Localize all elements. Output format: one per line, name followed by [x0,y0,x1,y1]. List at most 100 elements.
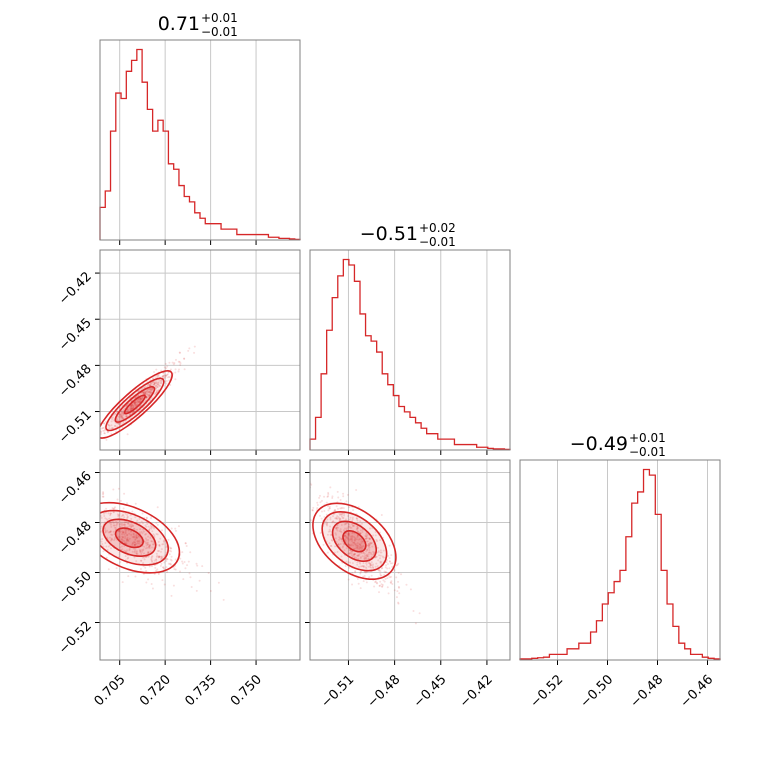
sample-point [326,518,329,521]
sample-point [120,413,123,416]
sample-point [367,544,370,547]
sample-point [131,510,134,513]
sample-point [151,383,154,386]
sample-point [132,540,135,543]
sample-point [105,556,108,559]
sample-point [133,528,136,531]
sample-point [147,555,150,558]
sample-point [81,515,83,517]
sample-point [71,519,73,521]
sample-point [359,546,362,549]
sample-point [361,531,364,534]
sample-point [368,542,371,545]
sample-point [173,568,176,571]
sample-point [369,551,372,554]
sample-point [150,557,153,560]
sample-point [118,523,121,526]
sample-point [95,486,97,488]
sample-point [116,410,119,413]
sample-point [311,508,314,511]
sample-point [167,375,170,378]
sample-point [343,534,346,537]
sample-point [362,565,365,568]
sample-point [145,544,148,547]
sample-point [170,547,173,550]
sample-point [135,551,138,554]
sample-point [71,525,73,527]
sample-point [331,515,334,518]
sample-point [347,538,350,541]
sample-point [95,548,97,550]
sample-point [140,520,143,523]
sample-point [174,529,177,532]
sample-point [104,517,107,520]
sample-point [134,541,137,544]
title-param-0: 0.71 +0.01 −0.01 [158,11,238,39]
sample-point [319,531,322,534]
sample-point [357,545,360,548]
sample-point [115,520,118,523]
sample-point [115,418,118,421]
sample-point [101,427,104,430]
sample-point [331,497,334,500]
sample-point [339,507,342,510]
sample-point [132,405,135,408]
sample-point [343,512,346,515]
sample-point [325,522,328,525]
sample-point [94,503,96,505]
sample-point [196,564,199,567]
sample-point [147,551,150,554]
sample-point [104,530,107,533]
sample-point [382,579,385,582]
sample-point [150,565,153,568]
sample-point [130,525,133,528]
sample-point [142,392,145,395]
sample-point [351,538,354,541]
sample-point [397,571,400,574]
sample-point [115,411,118,414]
x-tick-label: −0.42 [457,672,496,711]
sample-point [155,558,158,561]
sample-point [110,417,113,420]
sample-point [104,542,107,545]
sample-point [118,551,121,554]
sample-point [141,396,144,399]
sample-point [357,530,360,533]
sample-point [345,535,348,538]
sample-point [351,535,354,538]
sample-point [88,541,90,543]
sample-point [128,537,131,540]
sample-point [158,549,161,552]
sample-point [135,560,138,563]
sample-point [181,562,184,565]
sample-point [348,544,351,547]
sample-point [365,562,368,565]
sample-point [169,376,172,379]
sample-point [349,538,352,541]
sample-point [333,509,336,512]
sample-point [376,582,379,585]
sample-point [352,553,355,556]
sample-point [145,569,148,572]
sample-point [357,554,360,557]
sample-point [133,551,136,554]
sample-point [366,540,369,543]
contour-level [342,530,367,553]
sample-point [331,539,334,542]
sample-point [160,369,163,372]
sample-point [384,571,387,574]
sample-point [132,406,135,409]
sample-point [333,509,336,512]
sample-point [155,522,158,525]
sample-point [153,559,156,562]
sample-point [163,375,166,378]
sample-point [414,622,417,625]
sample-point [355,546,358,549]
sample-point [148,544,151,547]
sample-point [130,407,133,410]
sample-point [342,516,345,519]
sample-point [108,517,111,520]
sample-point [358,538,361,541]
sample-point [375,538,378,541]
sample-point [130,525,133,528]
